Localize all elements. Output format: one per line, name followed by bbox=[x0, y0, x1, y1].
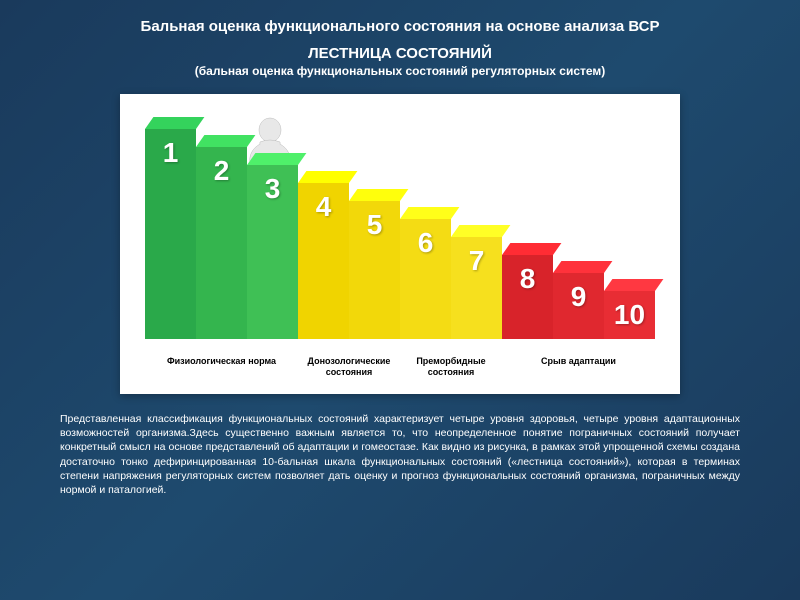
category-label: Донозологические состояния bbox=[298, 356, 400, 378]
step-front-face: 5 bbox=[349, 201, 400, 339]
step-top-face bbox=[298, 171, 357, 183]
step-number: 8 bbox=[502, 263, 553, 295]
step-top-face bbox=[349, 189, 408, 201]
step-front-face: 2 bbox=[196, 147, 247, 339]
step-top-face bbox=[247, 153, 306, 165]
step-front-face: 6 bbox=[400, 219, 451, 339]
title-paren: (бальная оценка функциональных состояний… bbox=[30, 64, 770, 78]
stair-step: 5 bbox=[349, 189, 400, 339]
category-label: Срыв адаптации bbox=[502, 356, 655, 378]
step-top-face bbox=[145, 117, 204, 129]
slide-header: Бальная оценка функционального состояния… bbox=[0, 0, 800, 86]
stair-step: 1 bbox=[145, 117, 196, 339]
step-number: 4 bbox=[298, 191, 349, 223]
stair-step: 7 bbox=[451, 225, 502, 339]
category-label: Физиологическая норма bbox=[145, 356, 298, 378]
step-top-face bbox=[451, 225, 510, 237]
step-number: 5 bbox=[349, 209, 400, 241]
stair-step: 8 bbox=[502, 243, 553, 339]
category-label: Преморбидные состояния bbox=[400, 356, 502, 378]
step-number: 3 bbox=[247, 173, 298, 205]
step-top-face bbox=[553, 261, 612, 273]
step-top-face bbox=[502, 243, 561, 255]
step-top-face bbox=[604, 279, 663, 291]
body-paragraph: Представленная классификация функциональ… bbox=[0, 394, 800, 497]
stair-step: 2 bbox=[196, 135, 247, 339]
step-top-face bbox=[196, 135, 255, 147]
step-front-face: 4 bbox=[298, 183, 349, 339]
stair-step: 6 bbox=[400, 207, 451, 339]
step-front-face: 8 bbox=[502, 255, 553, 339]
step-top-face bbox=[400, 207, 459, 219]
stair-step: 9 bbox=[553, 261, 604, 339]
stair-chart: 12345678910 bbox=[145, 119, 655, 339]
step-front-face: 7 bbox=[451, 237, 502, 339]
step-front-face: 9 bbox=[553, 273, 604, 339]
stair-step: 4 bbox=[298, 171, 349, 339]
category-labels-row: Физиологическая нормаДонозологические со… bbox=[145, 356, 655, 378]
step-front-face: 10 bbox=[604, 291, 655, 339]
step-number: 2 bbox=[196, 155, 247, 187]
step-number: 9 bbox=[553, 281, 604, 313]
step-front-face: 1 bbox=[145, 129, 196, 339]
title-sub: ЛЕСТНИЦА СОСТОЯНИЙ bbox=[30, 45, 770, 62]
step-number: 6 bbox=[400, 227, 451, 259]
step-number: 7 bbox=[451, 245, 502, 277]
step-front-face: 3 bbox=[247, 165, 298, 339]
stair-step: 10 bbox=[604, 279, 655, 339]
title-main: Бальная оценка функционального состояния… bbox=[30, 18, 770, 35]
stair-step: 3 bbox=[247, 153, 298, 339]
step-number: 1 bbox=[145, 137, 196, 169]
chart-panel: 12345678910 Физиологическая нормаДонозол… bbox=[120, 94, 680, 394]
step-number: 10 bbox=[604, 299, 655, 331]
